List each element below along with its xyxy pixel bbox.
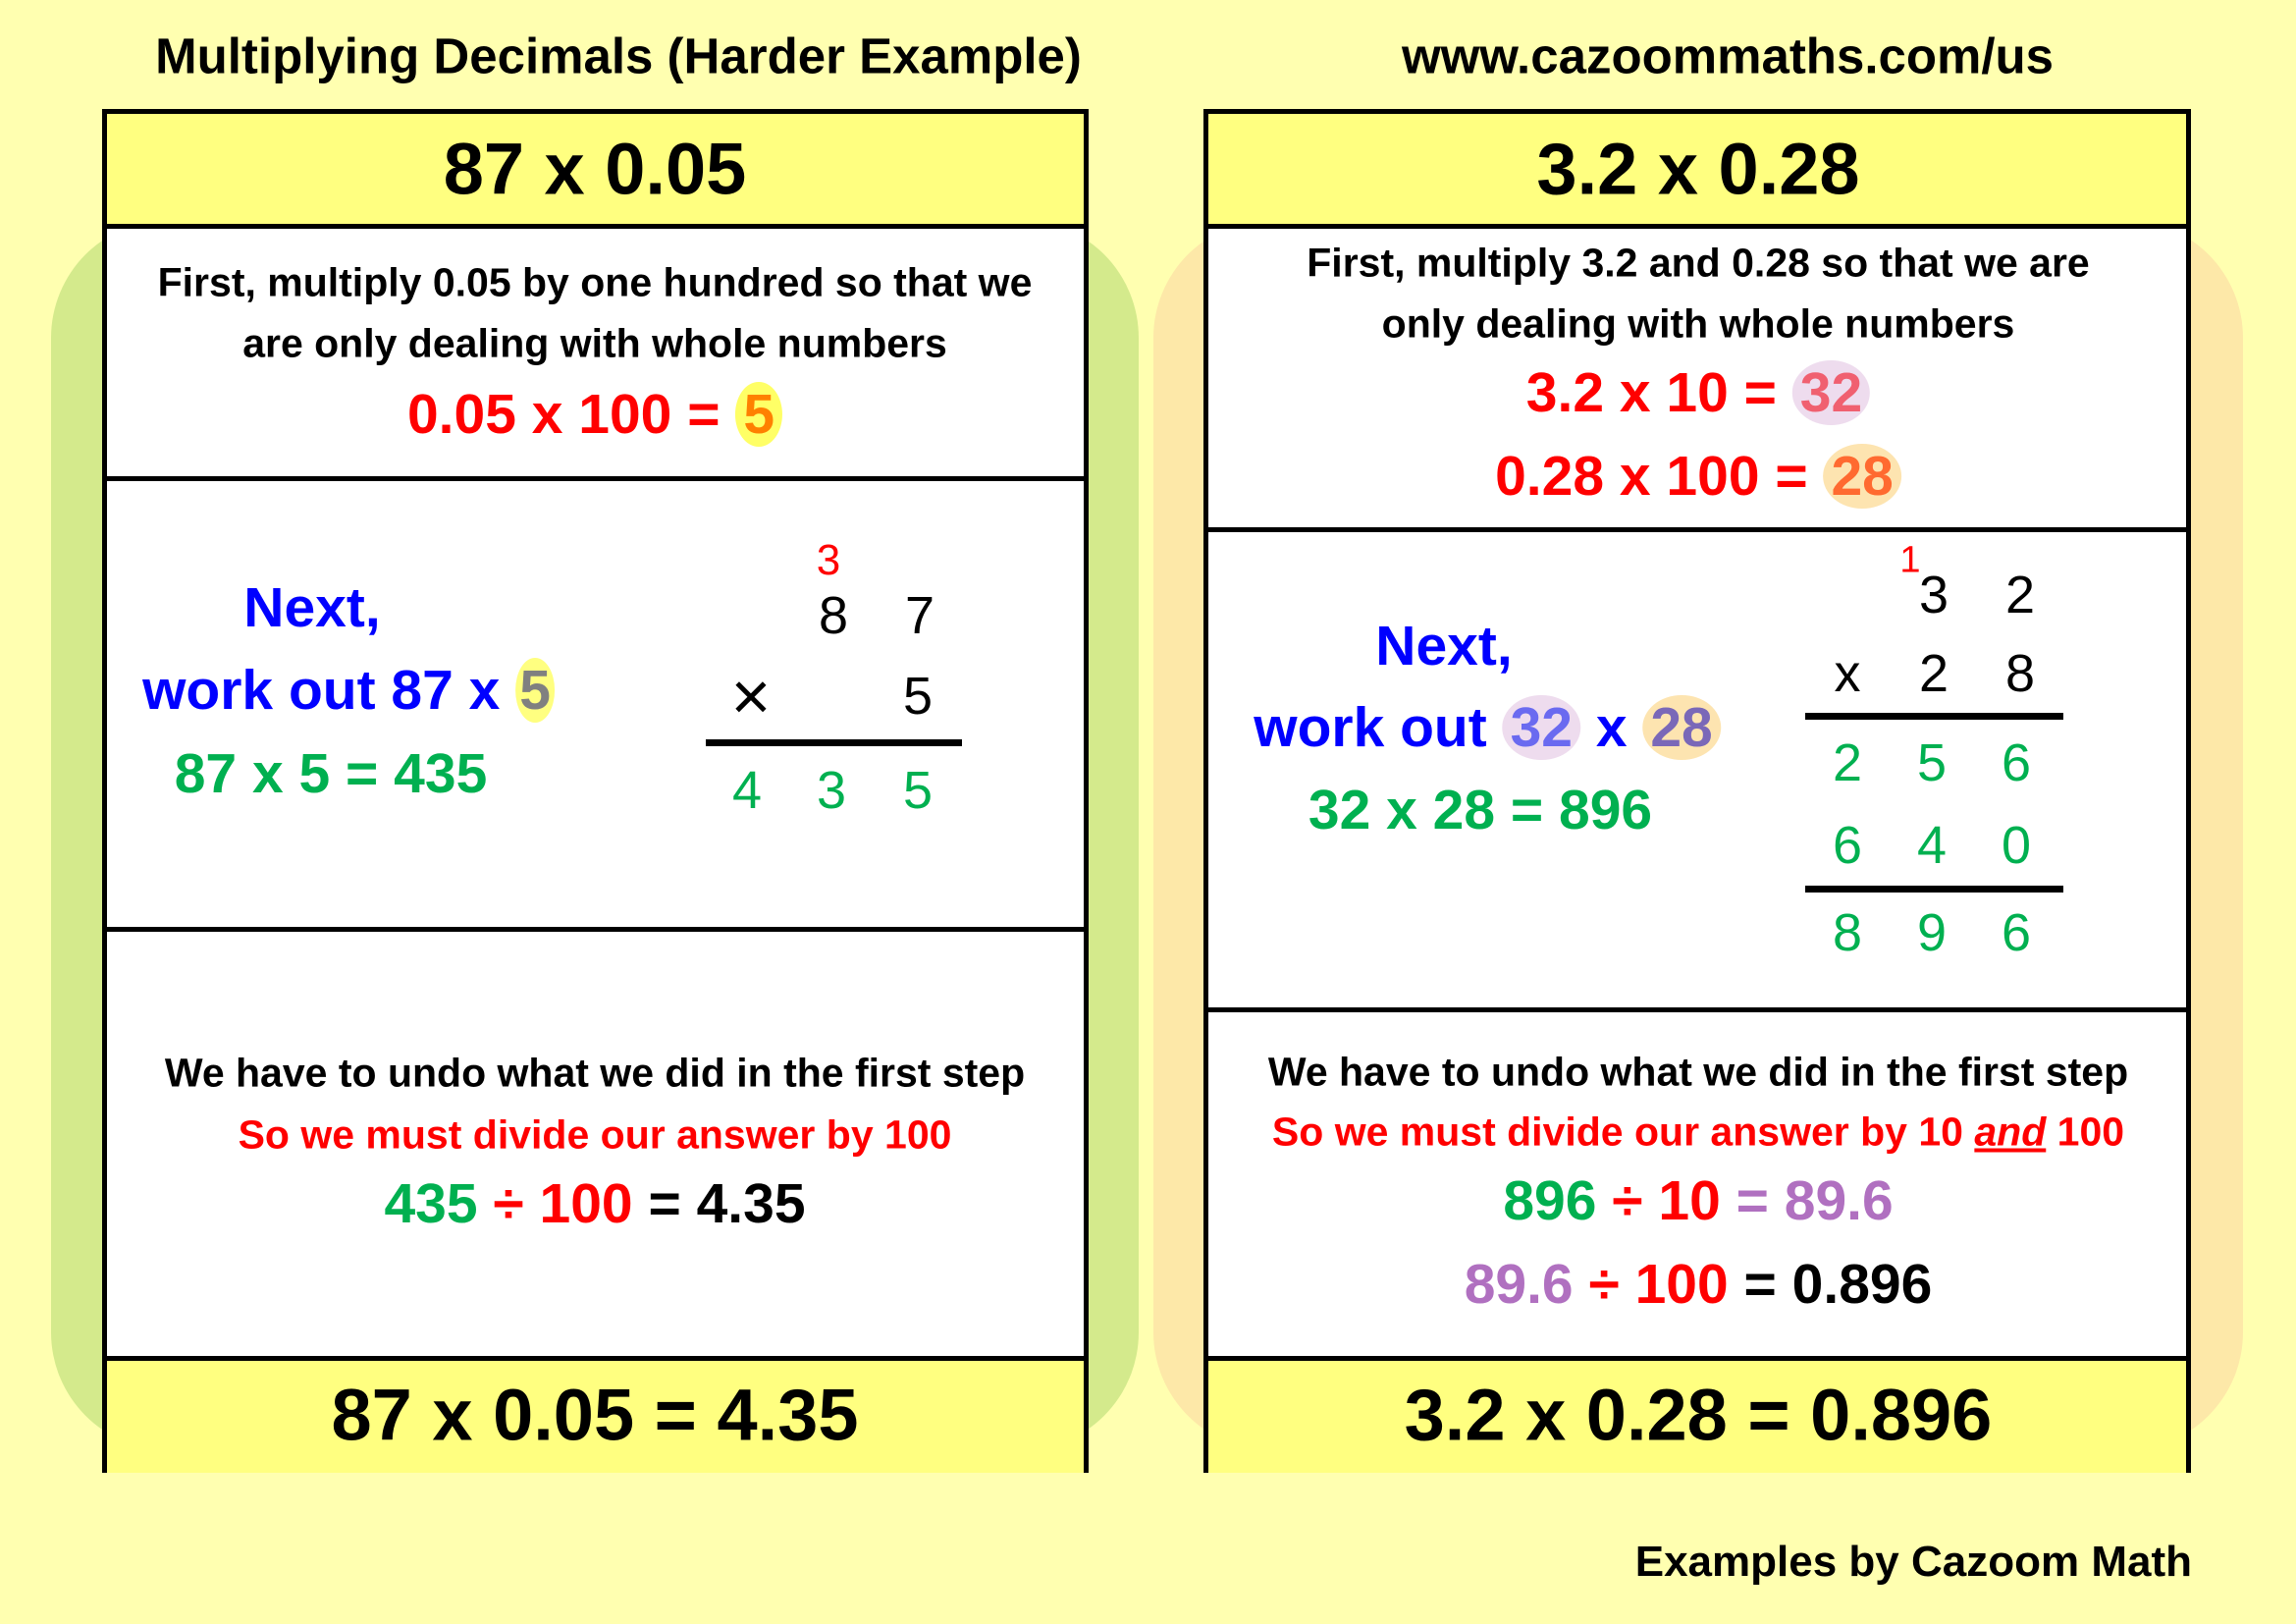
- highlight-5: 5: [515, 658, 555, 723]
- right-problem: 3.2 x 0.28: [1536, 128, 1860, 210]
- left-step3: [107, 932, 1084, 1361]
- eq-b: ÷ 100: [1573, 1253, 1729, 1316]
- left-footer: [107, 1361, 1084, 1473]
- digit: 2: [2004, 566, 2036, 624]
- left-header: [107, 114, 1084, 229]
- credit-text: Examples by Cazoom Math: [1634, 1538, 2192, 1586]
- left-step2: [107, 481, 1084, 932]
- left-next: Next,: [243, 576, 381, 639]
- right-header: [1208, 114, 2186, 229]
- left-work-out: work out 87 x 5: [142, 658, 555, 723]
- x: x: [1579, 696, 1643, 759]
- website-url[interactable]: www.cazoommaths.com/us: [1401, 27, 2055, 84]
- multiply-sign: x: [1834, 644, 1861, 703]
- right-next: Next,: [1375, 615, 1513, 677]
- digit: 9: [1916, 903, 1948, 962]
- digit: 7: [904, 586, 935, 645]
- line-rule: [706, 739, 962, 746]
- left-step3-line2: So we must divide our answer by 100: [238, 1111, 952, 1158]
- right-step3-eq2: 89.6 ÷ 100 = 0.896: [1465, 1252, 1933, 1317]
- digit: 4: [731, 761, 763, 820]
- carry-digit: 1: [1899, 539, 1921, 581]
- highlight-32: 32: [1791, 360, 1871, 425]
- eq-c: = 89.6: [1720, 1169, 1894, 1232]
- text: 100: [2046, 1109, 2125, 1155]
- eq-c: = 4.35: [632, 1172, 806, 1235]
- right-step2: [1208, 532, 2186, 1012]
- digit: 8: [2004, 644, 2036, 703]
- left-step1-equation: 0.05 x 100 = 5: [406, 382, 783, 447]
- left-answer: 87 x 0.05 = 4.35: [331, 1374, 859, 1456]
- right-footer: [1208, 1361, 2186, 1473]
- right-step1-eq2: 0.28 x 100 = 28: [1495, 444, 1901, 509]
- left-step1: [107, 229, 1084, 481]
- text: So we must divide our answer by 10: [1271, 1109, 1975, 1155]
- eq: 0.05 x 100 =: [406, 383, 736, 446]
- left-example-panel: [102, 109, 1089, 1473]
- right-work-out: work out 32 x 28: [1254, 695, 1721, 760]
- multiply-sign: ×: [730, 658, 772, 734]
- line-rule: [1805, 886, 2063, 893]
- digit: 2: [1832, 733, 1863, 792]
- eq-c: = 0.896: [1728, 1253, 1933, 1316]
- digit: 0: [2001, 816, 2032, 875]
- highlight-32: 32: [1502, 695, 1580, 760]
- worksheet-title: Multiplying Decimals (Harder Example): [155, 27, 1082, 84]
- eq-b: ÷ 100: [477, 1172, 633, 1235]
- right-step3-line2: So we must divide our answer by 10 and 1…: [1272, 1110, 2124, 1156]
- right-step1-line2: only dealing with whole numbers: [1381, 300, 2015, 347]
- digit: 6: [2001, 733, 2032, 792]
- left-step1-line1: First, multiply 0.05 by one hundred so t…: [157, 259, 1033, 305]
- eq: 3.2 x 10 =: [1525, 361, 1792, 424]
- eq: 0.28 x 100 =: [1495, 445, 1824, 508]
- emphasis-and: and: [1974, 1109, 2047, 1155]
- digit: 8: [1832, 903, 1863, 962]
- right-step3-line1: We have to undo what we did in the first…: [1267, 1049, 2129, 1095]
- eq-a: 89.6: [1464, 1253, 1574, 1316]
- highlight-28: 28: [1823, 444, 1901, 509]
- left-step3-equation: 435 ÷ 100 = 4.35: [384, 1171, 805, 1236]
- digit: 3: [816, 761, 847, 820]
- left-step1-line2: are only dealing with whole numbers: [242, 320, 947, 366]
- right-step1: [1208, 229, 2186, 532]
- digit: 8: [818, 586, 849, 645]
- work: work out: [1254, 696, 1503, 759]
- right-example-panel: [1203, 109, 2191, 1473]
- digit: 4: [1916, 816, 1948, 875]
- right-product-equation: 32 x 28 = 896: [1308, 779, 1653, 841]
- digit: 3: [1918, 566, 1949, 624]
- work: work out 87 x: [142, 659, 516, 722]
- left-problem: 87 x 0.05: [443, 128, 747, 210]
- line-rule: [1805, 713, 2063, 720]
- right-step1-eq1: 3.2 x 10 = 32: [1525, 360, 1871, 425]
- digit: 2: [1918, 644, 1949, 703]
- eq-a: 896: [1503, 1169, 1597, 1232]
- eq-b: ÷ 10: [1596, 1169, 1721, 1232]
- digit: 5: [1916, 733, 1948, 792]
- highlight-28: 28: [1642, 695, 1721, 760]
- right-step3-eq1: 896 ÷ 10 = 89.6: [1503, 1168, 1893, 1233]
- right-answer: 3.2 x 0.28 = 0.896: [1404, 1374, 1993, 1456]
- carry-digit: 3: [816, 536, 841, 584]
- highlight-5: 5: [735, 382, 783, 447]
- eq-a: 435: [384, 1172, 478, 1235]
- right-step1-line1: First, multiply 3.2 and 0.28 so that we …: [1307, 240, 2090, 286]
- digit: 6: [1832, 816, 1863, 875]
- right-step3: [1208, 1012, 2186, 1361]
- digit: 5: [902, 761, 934, 820]
- left-product-equation: 87 x 5 = 435: [174, 742, 488, 805]
- digit: 6: [2001, 903, 2032, 962]
- left-step3-line1: We have to undo what we did in the first…: [164, 1050, 1026, 1096]
- digit: 5: [902, 667, 934, 726]
